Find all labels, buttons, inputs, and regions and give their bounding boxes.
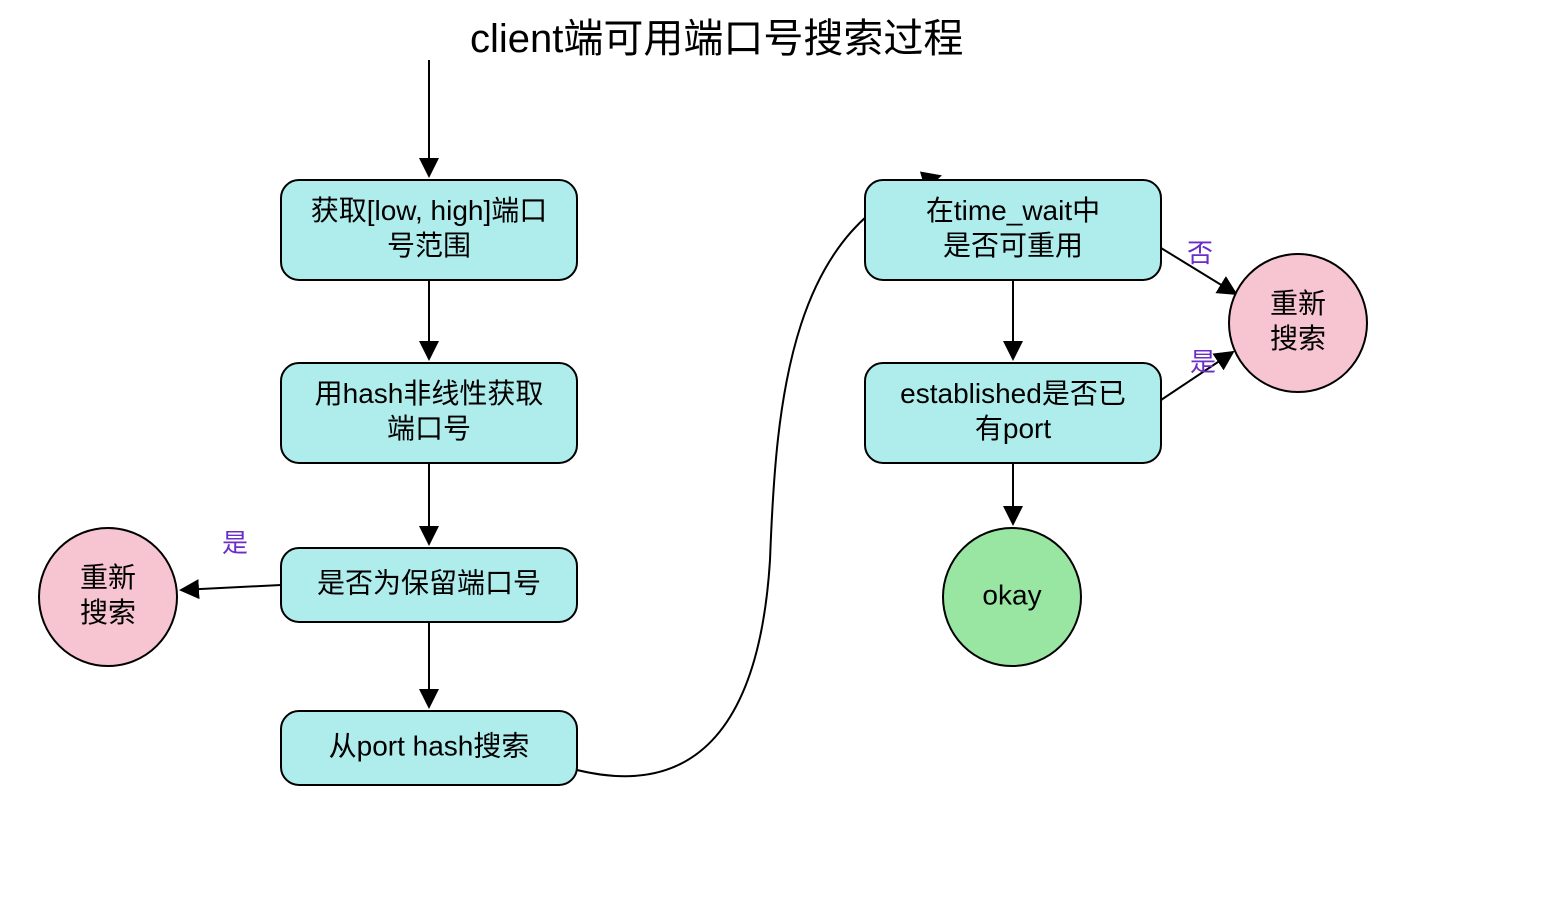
node-text-n4-0: 从port hash搜索 [329,730,530,761]
node-n4: 从port hash搜索 [281,711,577,785]
node-text-n5-0: 在time_wait中 [926,195,1100,226]
node-text-n2-0: 用hash非线性获取 [315,378,544,409]
node-n5: 在time_wait中是否可重用 [865,180,1161,280]
node-text-c2-0: 重新 [1270,288,1326,319]
node-n2: 用hash非线性获取端口号 [281,363,577,463]
node-text-c3-0: okay [982,579,1041,610]
node-text-n3-0: 是否为保留端口号 [317,567,541,598]
node-text-c1-1: 搜索 [80,597,136,628]
edge-label-e9: 是 [1190,347,1216,377]
node-c2: 重新搜索 [1229,254,1367,392]
node-text-n1-1: 号范围 [387,230,471,261]
edge-e4 [181,585,281,590]
diagram-title: client端可用端口号搜索过程 [470,17,963,61]
node-text-c2-1: 搜索 [1270,323,1326,354]
edge-label-e4: 是 [222,528,248,558]
node-text-n6-1: 有port [975,413,1051,444]
node-text-n2-1: 端口号 [387,413,471,444]
node-text-c1-0: 重新 [80,562,136,593]
node-text-n5-1: 是否可重用 [943,230,1083,261]
node-n1: 获取[low, high]端口号范围 [281,180,577,280]
node-n6: established是否已有port [865,363,1161,463]
node-c3: okay [943,528,1081,666]
node-text-n6-0: established是否已 [900,378,1126,409]
node-c1: 重新搜索 [39,528,177,666]
edge-label-e8: 否 [1187,238,1213,268]
node-n3: 是否为保留端口号 [281,548,577,622]
node-text-n1-0: 获取[low, high]端口 [311,195,548,226]
